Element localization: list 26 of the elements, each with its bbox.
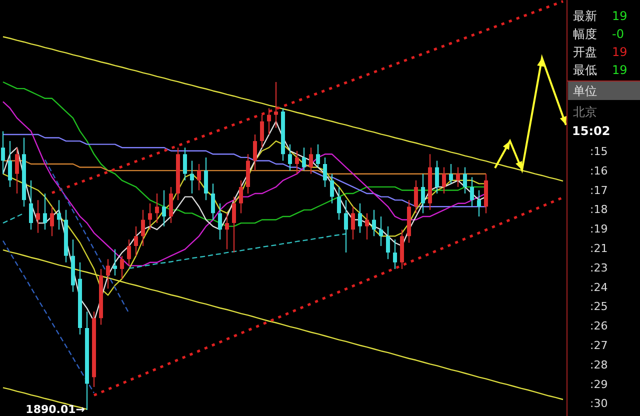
- text: :21: [590, 242, 608, 255]
- annotation: 1890.01→: [26, 403, 85, 416]
- text: :26: [590, 320, 608, 333]
- text: 19: [612, 63, 628, 77]
- text: :29: [590, 378, 608, 391]
- text: 单位: [573, 84, 597, 98]
- text: 开盘: [573, 45, 597, 59]
- text: :15: [590, 145, 608, 158]
- text: :23: [590, 261, 608, 274]
- text: :25: [590, 300, 608, 314]
- text: 北京: [573, 105, 597, 119]
- text: :17: [590, 184, 608, 197]
- text: 19: [612, 45, 628, 59]
- text: :27: [590, 339, 608, 352]
- text: :30: [590, 397, 608, 410]
- text: 幅度: [573, 27, 597, 41]
- text: 19: [612, 9, 628, 23]
- text: :19: [590, 222, 608, 236]
- text: :18: [590, 203, 608, 216]
- text: 最新: [573, 9, 597, 23]
- text: 15:02: [572, 124, 610, 138]
- text: :16: [590, 164, 608, 178]
- text: :24: [590, 280, 608, 294]
- text: -0: [612, 27, 624, 41]
- text: :28: [590, 358, 608, 372]
- text: 最低: [573, 63, 597, 77]
